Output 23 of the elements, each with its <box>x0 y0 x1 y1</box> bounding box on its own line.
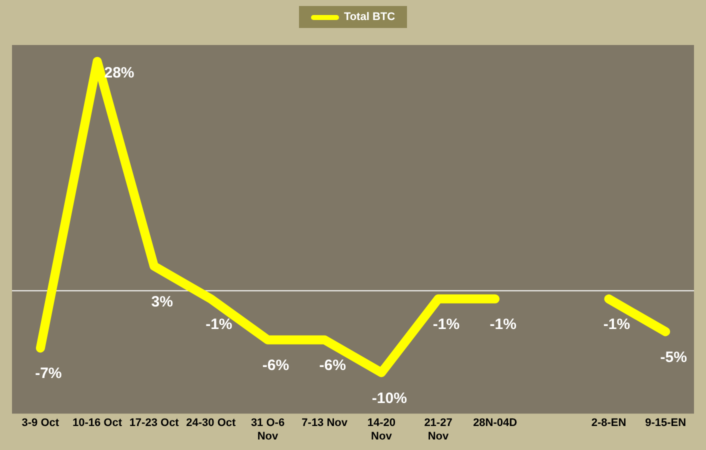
x-tick-label: 2-8-EN <box>591 417 626 430</box>
data-label: 28% <box>104 64 134 82</box>
data-label: -6% <box>319 357 346 374</box>
data-label: -1% <box>490 316 516 334</box>
legend-label: Total BTC <box>344 11 396 23</box>
x-tick-label: 10-16 Oct <box>72 417 122 430</box>
x-tick-label: 3-9 Oct <box>22 417 60 430</box>
x-tick-label: 21-27 Nov <box>424 417 452 442</box>
data-label: -1% <box>603 316 630 334</box>
data-label: -7% <box>35 365 62 382</box>
x-tick-label: 7-13 Nov <box>302 417 348 430</box>
x-tick-label: 28N-04D <box>473 417 518 430</box>
data-label: -6% <box>262 357 290 374</box>
x-tick-label: 17-23 Oct <box>129 417 180 430</box>
data-label: -1% <box>206 316 232 334</box>
x-tick-label: 9-15-EN <box>645 417 686 430</box>
data-label: 3% <box>151 293 173 310</box>
x-tick-label: 14-20 Nov <box>367 417 396 442</box>
data-label: -1% <box>432 316 460 334</box>
data-label: -10% <box>372 390 407 407</box>
x-tick-label: 31 O-6 Nov <box>250 417 285 442</box>
x-tick-label: 24-30 Oct <box>186 417 236 430</box>
data-label: -5% <box>660 348 687 366</box>
